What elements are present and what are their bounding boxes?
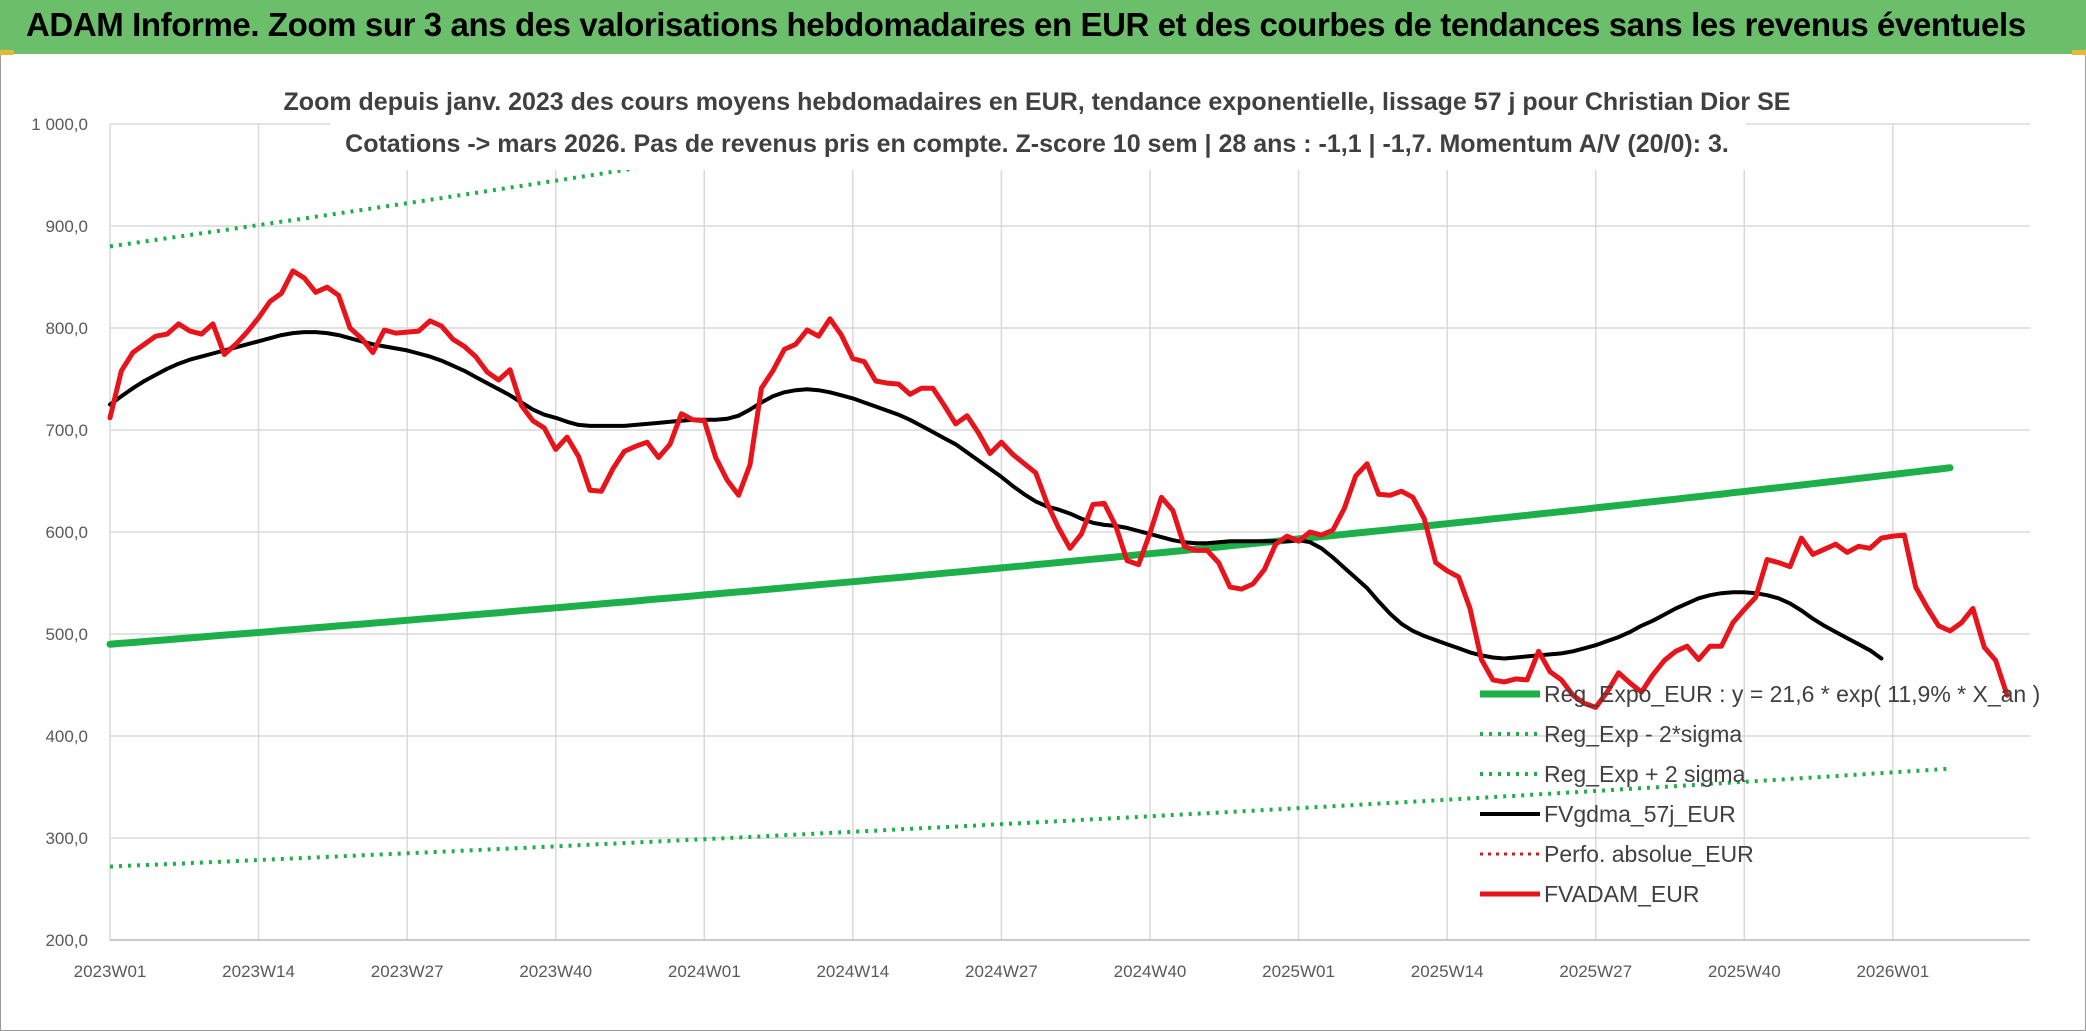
legend-label-trend: Reg_Expo_EUR : y = 21,6 * exp( 11,9% * X… <box>1544 681 2040 707</box>
series-layer <box>106 122 2010 869</box>
banner-accent-left <box>0 50 14 55</box>
report-title: ADAM Informe. Zoom sur 3 ans des valoris… <box>26 6 2026 43</box>
y-tick-label: 800,0 <box>45 319 88 338</box>
x-tick-label: 2026W01 <box>1856 962 1929 981</box>
x-tick-label: 2024W01 <box>668 962 741 981</box>
y-tick-label: 700,0 <box>45 421 88 440</box>
x-tick-label: 2023W40 <box>519 962 592 981</box>
y-tick-label: 900,0 <box>45 217 88 236</box>
grid-layer <box>109 123 2030 941</box>
x-tick-label: 2025W27 <box>1559 962 1632 981</box>
series-line-lower <box>109 766 1951 869</box>
legend-label-perfo: Perfo. absolue_EUR <box>1544 841 1754 867</box>
x-tick-label: 2024W40 <box>1114 962 1187 981</box>
legend-label-lower: Reg_Exp - 2*sigma <box>1544 721 1742 747</box>
chart-subtitle: Cotations -> mars 2026. Pas de revenus p… <box>345 130 1729 158</box>
x-tick-label: 2023W01 <box>74 962 147 981</box>
legend-label-smooth: FVgdma_57j_EUR <box>1544 801 1736 827</box>
y-tick-label: 200,0 <box>45 931 88 950</box>
y-tick-label: 400,0 <box>45 727 88 746</box>
banner-accent-right <box>2072 50 2086 55</box>
series-line-price <box>107 268 2010 710</box>
y-tick-label: 1 000,0 <box>31 115 88 134</box>
title-background <box>330 86 1746 170</box>
x-tick-label: 2025W14 <box>1411 962 1484 981</box>
chart-title: Zoom depuis janv. 2023 des cours moyens … <box>284 88 1791 116</box>
legend-label-price: FVADAM_EUR <box>1544 881 1700 907</box>
y-tick-label: 300,0 <box>45 829 88 848</box>
series-line-trend <box>106 464 1954 648</box>
x-tick-label: 2023W14 <box>222 962 295 981</box>
x-tick-label: 2023W27 <box>371 962 444 981</box>
x-tick-label: 2025W40 <box>1708 962 1781 981</box>
y-tick-label: 600,0 <box>45 523 88 542</box>
legend-label-upper: Reg_Exp + 2 sigma <box>1544 761 1746 787</box>
report-banner: ADAM Informe. Zoom sur 3 ans des valoris… <box>0 0 2086 54</box>
series-line-smooth <box>108 330 1884 661</box>
x-tick-label: 2024W14 <box>816 962 889 981</box>
y-tick-label: 500,0 <box>45 625 88 644</box>
legend: Reg_Expo_EUR : y = 21,6 * exp( 11,9% * X… <box>1480 681 2040 907</box>
x-tick-label: 2025W01 <box>1262 962 1335 981</box>
x-tick-label: 2024W27 <box>965 962 1038 981</box>
plot-area <box>106 122 2010 869</box>
axis-layer: 200,0 300,0 400,0 500,0 600,0 700,0 800,0 900,0… <box>31 115 2030 981</box>
